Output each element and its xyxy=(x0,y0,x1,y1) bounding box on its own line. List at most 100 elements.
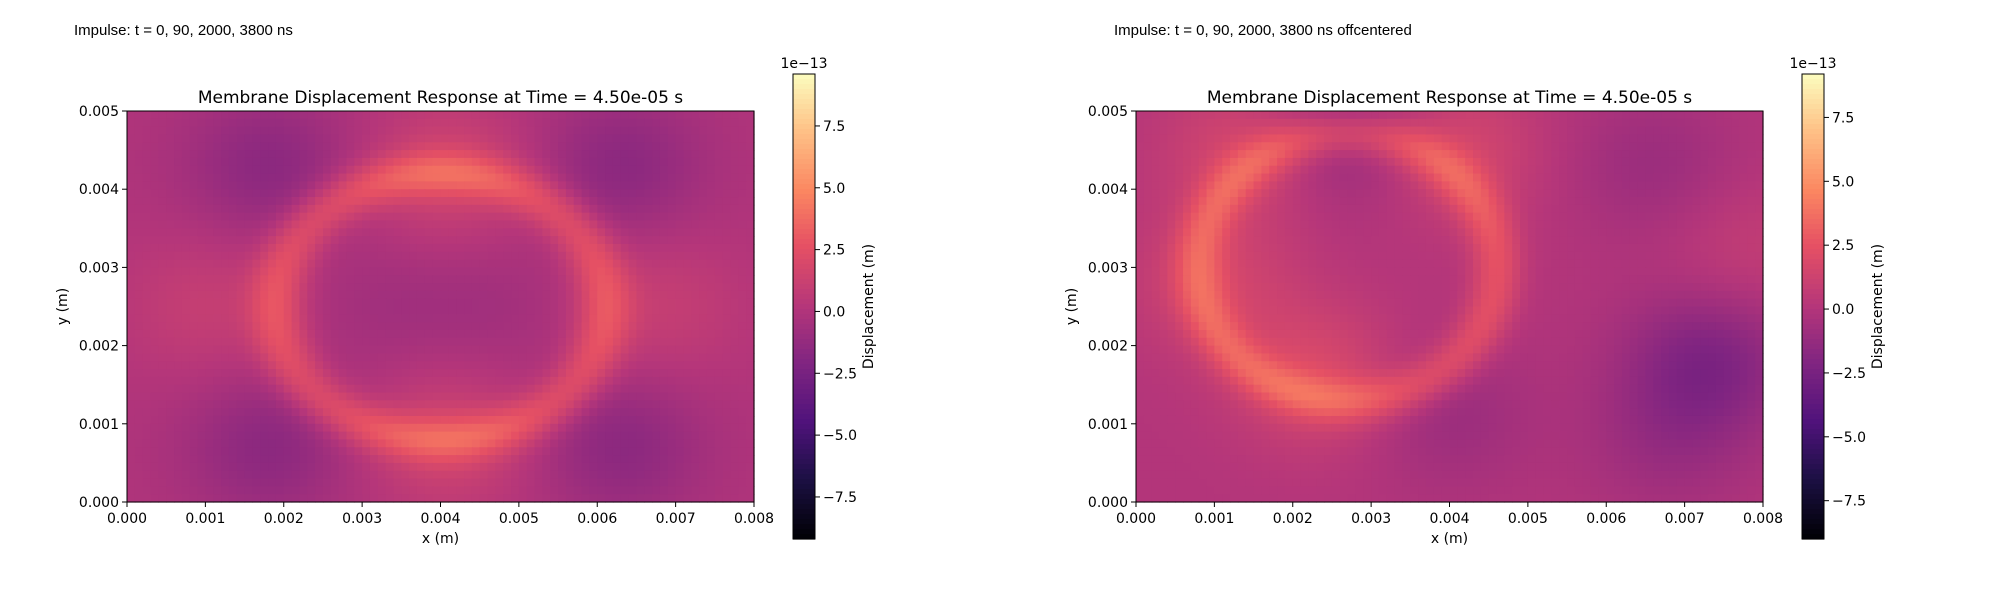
heatmap-cell xyxy=(667,329,677,339)
heatmap-cell xyxy=(197,165,206,175)
heatmap-cell xyxy=(127,220,136,229)
heatmap-cell xyxy=(236,439,246,448)
heatmap-cell xyxy=(683,220,692,229)
heatmap-cell xyxy=(628,251,638,261)
heatmap-cell xyxy=(424,126,434,136)
heatmap-cell xyxy=(322,236,332,245)
heatmap-cell xyxy=(581,345,591,355)
heatmap-cell xyxy=(644,228,653,237)
heatmap-cell xyxy=(495,298,504,308)
heatmap-cell xyxy=(659,197,669,206)
heatmap-cell xyxy=(1159,150,1168,159)
heatmap-cell xyxy=(644,204,653,214)
heatmap-cell xyxy=(581,181,591,190)
heatmap-cell xyxy=(432,329,442,339)
heatmap-cell xyxy=(1661,173,1670,182)
heatmap-cell xyxy=(589,345,598,355)
heatmap-cell xyxy=(1433,173,1443,182)
heatmap-cell xyxy=(730,251,739,261)
heatmap-cell xyxy=(730,157,739,167)
heatmap-cell xyxy=(244,228,253,237)
heatmap-cell xyxy=(730,275,739,284)
heatmap-cell xyxy=(644,197,653,206)
heatmap-cell xyxy=(1512,165,1521,175)
heatmap-cell xyxy=(652,353,661,362)
heatmap-cell xyxy=(401,150,410,159)
heatmap-cell xyxy=(166,462,175,472)
heatmap-cell xyxy=(205,267,214,276)
colorbar-tick-label: 7.5 xyxy=(823,119,845,135)
heatmap-cell xyxy=(597,220,606,229)
heatmap-cell xyxy=(213,376,222,386)
heatmap-cell xyxy=(1418,126,1427,136)
heatmap-cell xyxy=(268,494,277,503)
heatmap-cell xyxy=(699,165,708,175)
heatmap-cell xyxy=(722,275,732,284)
heatmap-cell xyxy=(1708,157,1717,167)
heatmap-cell xyxy=(252,423,261,433)
heatmap-cell xyxy=(1198,142,1208,151)
heatmap-cell xyxy=(424,142,434,151)
heatmap-cell xyxy=(495,251,504,261)
heatmap-cell xyxy=(1449,157,1458,167)
heatmap-cell xyxy=(134,251,144,261)
heatmap-cell xyxy=(260,455,269,464)
heatmap-cells xyxy=(127,111,755,503)
heatmap-cell xyxy=(691,478,700,487)
heatmap-cell xyxy=(573,111,583,120)
heatmap-cell xyxy=(612,118,622,128)
heatmap-cell xyxy=(127,369,136,378)
heatmap-cell xyxy=(385,486,395,495)
heatmap-cell xyxy=(479,212,489,222)
heatmap-cell xyxy=(174,439,183,448)
heatmap-cell xyxy=(330,423,340,433)
heatmap-cell xyxy=(573,400,583,409)
heatmap-cell xyxy=(589,462,598,472)
heatmap-cell xyxy=(644,322,653,331)
heatmap-cell xyxy=(338,408,348,417)
heatmap-cell xyxy=(636,228,645,237)
heatmap-cell xyxy=(644,236,653,245)
heatmap-cell xyxy=(1527,150,1537,159)
heatmap-cell xyxy=(252,376,261,386)
heatmap-cell xyxy=(714,462,724,472)
heatmap-cell xyxy=(268,353,277,362)
colorbar-segment xyxy=(793,99,815,105)
heatmap-cell xyxy=(401,111,410,120)
heatmap-cell xyxy=(1433,118,1443,128)
heatmap-cell xyxy=(464,157,473,167)
heatmap-cell xyxy=(1230,181,1239,190)
heatmap-cell xyxy=(581,415,591,425)
heatmap-cell xyxy=(558,243,567,253)
heatmap-cell xyxy=(1567,150,1576,159)
heatmap-cell xyxy=(354,353,363,362)
heatmap-cell xyxy=(385,173,395,182)
heatmap-cell xyxy=(495,486,504,495)
heatmap-cell xyxy=(558,306,567,315)
heatmap-cell xyxy=(260,150,269,159)
heatmap-cell xyxy=(174,353,183,362)
heatmap-cell xyxy=(746,306,755,315)
heatmap-cell xyxy=(330,486,340,495)
heatmap-cell xyxy=(605,150,614,159)
heatmap-cell xyxy=(283,251,293,261)
heatmap-cell xyxy=(221,204,230,214)
heatmap-cell xyxy=(479,275,489,284)
heatmap-cell xyxy=(181,111,191,120)
colorbar-segment xyxy=(793,94,815,100)
heatmap-cell xyxy=(1480,150,1490,159)
heatmap-cell xyxy=(542,165,551,175)
heatmap-cell xyxy=(746,314,755,323)
heatmap-cell xyxy=(424,157,434,167)
heatmap-cell xyxy=(526,329,536,339)
heatmap-cell xyxy=(299,392,308,401)
heatmap-cell xyxy=(189,220,199,229)
heatmap-cell xyxy=(667,118,677,128)
heatmap-cell xyxy=(275,220,285,229)
heatmap-cell xyxy=(526,369,536,378)
heatmap-cell xyxy=(495,165,504,175)
heatmap-cell xyxy=(283,462,293,472)
heatmap-cell xyxy=(448,306,457,315)
heatmap-cell xyxy=(448,290,457,300)
heatmap-cell xyxy=(416,126,426,136)
